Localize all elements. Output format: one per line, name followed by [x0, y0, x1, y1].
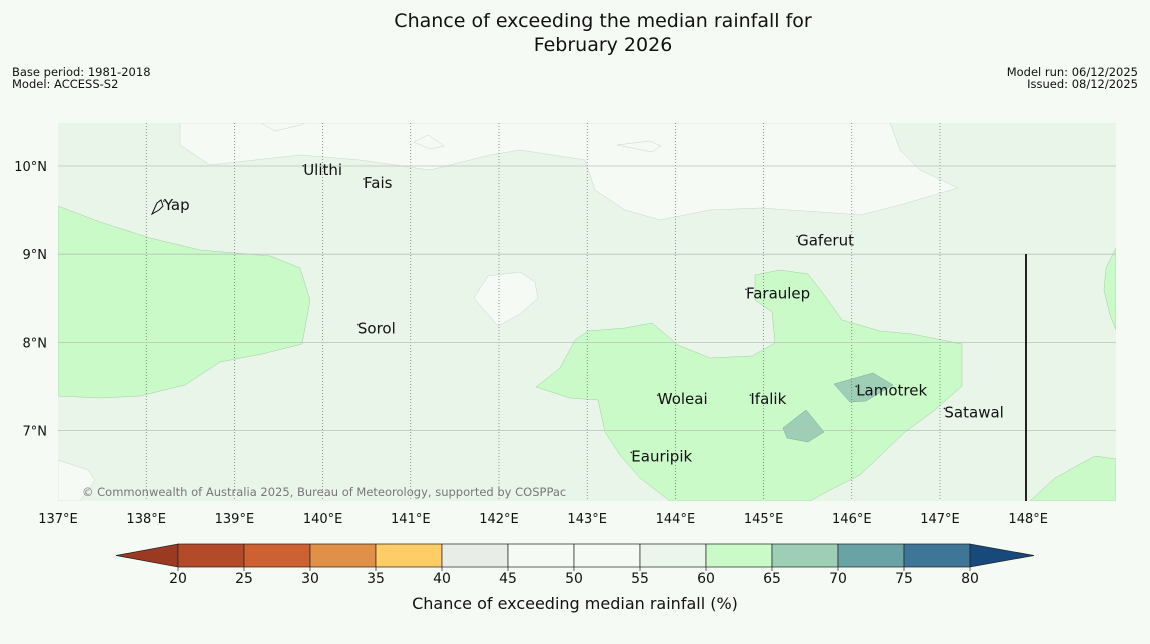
lat-tick-label: 8°N — [23, 336, 48, 351]
lat-tick-label: 10°N — [14, 160, 47, 175]
graticule — [58, 123, 1116, 501]
model-info: Base period: 1981-2018 Model: ACCESS-S2 — [12, 66, 151, 90]
colorbar-tick-label: 55 — [631, 571, 649, 587]
lon-tick-label: 142°E — [479, 512, 519, 527]
map-body: Yap Ulithi Fais Gaferut Faraulep Sorol Lamotre… — [58, 123, 1116, 501]
colorbar-tick-label: 70 — [829, 571, 847, 587]
region-45-50-small-2 — [616, 140, 662, 153]
place-marker — [357, 323, 359, 326]
region-60-65-se — [1029, 455, 1116, 501]
lon-tick-label: 139°E — [215, 512, 255, 527]
place-label: Ulithi — [303, 161, 342, 179]
colorbar: 20 25 30 35 40 45 50 55 60 65 70 75 80 — [115, 543, 1035, 587]
issued-text: Issued: 08/12/2025 — [1027, 77, 1138, 91]
colorbar-tick-label: 45 — [499, 571, 517, 587]
region-60-65-central — [535, 269, 963, 501]
lon-tick-label: 147°E — [920, 512, 960, 527]
lon-tick-label: 144°E — [656, 512, 696, 527]
axis-labels: 137°E 138°E 139°E 140°E 141°E 142°E 143°E 144°E… — [14, 160, 1048, 527]
colorbar-tick-label: 75 — [895, 571, 913, 587]
colorbar-segment — [639, 543, 707, 568]
lat-tick-label: 7°N — [23, 425, 48, 440]
colorbar-tick-label: 80 — [961, 571, 979, 587]
lon-tick-label: 146°E — [832, 512, 872, 527]
place-label: Ifalik — [750, 390, 786, 408]
lon-tick-label: 145°E — [744, 512, 784, 527]
base-period-text: Base period: 1981-2018 — [12, 65, 151, 79]
place-labels: Yap Ulithi Fais Gaferut Faraulep Sorol Lamotre… — [163, 161, 1004, 466]
yap-island-outline — [150, 199, 164, 216]
colorbar-tick-label: 35 — [367, 571, 385, 587]
colorbar-tick-label: 25 — [235, 571, 253, 587]
place-marker — [163, 200, 165, 202]
place-marker — [745, 288, 747, 291]
model-run-text: Model run: 06/12/2025 — [1006, 65, 1138, 79]
colorbar-segment — [441, 543, 509, 568]
lon-tick-label: 137°E — [38, 512, 78, 527]
model-text: Model: ACCESS-S2 — [12, 77, 119, 91]
copyright-text: © Commonwealth of Australia 2025, Bureau… — [82, 485, 566, 499]
lon-tick-label: 138°E — [126, 512, 166, 527]
place-label: Woleai — [658, 390, 708, 408]
place-marker — [363, 178, 365, 180]
region-45-50-n2 — [260, 123, 306, 132]
lon-tick-label: 148°E — [1008, 512, 1048, 527]
colorbar-segment — [837, 543, 905, 568]
title-line-1: Chance of exceeding the median rainfall … — [394, 10, 812, 32]
colorbar-segment — [177, 543, 245, 568]
place-marker — [656, 394, 659, 396]
place-marker — [630, 451, 633, 454]
region-65-70-ifalik — [782, 409, 825, 443]
colorbar-segment — [771, 543, 839, 568]
colorbar-tick-label: 65 — [763, 571, 781, 587]
title-line-2: February 2026 — [533, 34, 673, 56]
colorbar-high-extension — [969, 543, 1035, 568]
place-label: Yap — [163, 196, 190, 214]
colorbar-tick-label: 20 — [169, 571, 187, 587]
colorbar-segment — [243, 543, 311, 568]
place-label: Gaferut — [797, 231, 854, 249]
issue-info: Model run: 06/12/2025 Issued: 08/12/2025 — [1007, 66, 1138, 90]
region-60-65-east — [1103, 247, 1116, 331]
lat-tick-label: 9°N — [23, 248, 48, 263]
colorbar-segment — [309, 543, 377, 568]
place-label: Eauripik — [631, 447, 692, 465]
map-title: Chance of exceeding the median rainfall … — [0, 9, 1150, 57]
colorbar-segment — [507, 543, 575, 568]
place-label: Lamotrek — [856, 381, 927, 399]
place-label: Sorol — [358, 320, 396, 338]
colorbar-segment — [573, 543, 641, 568]
region-45-50-small — [413, 134, 445, 150]
place-marker — [796, 235, 798, 238]
colorbar-tick-label: 40 — [433, 571, 451, 587]
place-label: Fais — [364, 174, 393, 192]
colorbar-title: Chance of exceeding median rainfall (%) — [412, 594, 738, 613]
region-45-50-central — [473, 271, 539, 327]
region-65-70-lamotrek — [833, 372, 894, 403]
colorbar-segment — [903, 543, 971, 568]
colorbar-segment — [375, 543, 443, 568]
colorbar-segment — [705, 543, 773, 568]
place-marker — [749, 394, 752, 396]
place-marker — [943, 407, 946, 410]
colorbar-tick-label: 50 — [565, 571, 583, 587]
colorbar-tick-label: 30 — [301, 571, 319, 587]
lon-tick-label: 143°E — [567, 512, 607, 527]
place-marker — [855, 385, 858, 388]
place-marker — [302, 165, 304, 167]
place-label: Satawal — [944, 403, 1003, 421]
place-label: Faraulep — [746, 284, 810, 302]
lon-tick-label: 140°E — [303, 512, 343, 527]
colorbar-tick-label: 60 — [697, 571, 715, 587]
lon-tick-label: 141°E — [391, 512, 431, 527]
colorbar-low-extension — [115, 543, 179, 568]
region-45-50-sw — [58, 459, 96, 501]
